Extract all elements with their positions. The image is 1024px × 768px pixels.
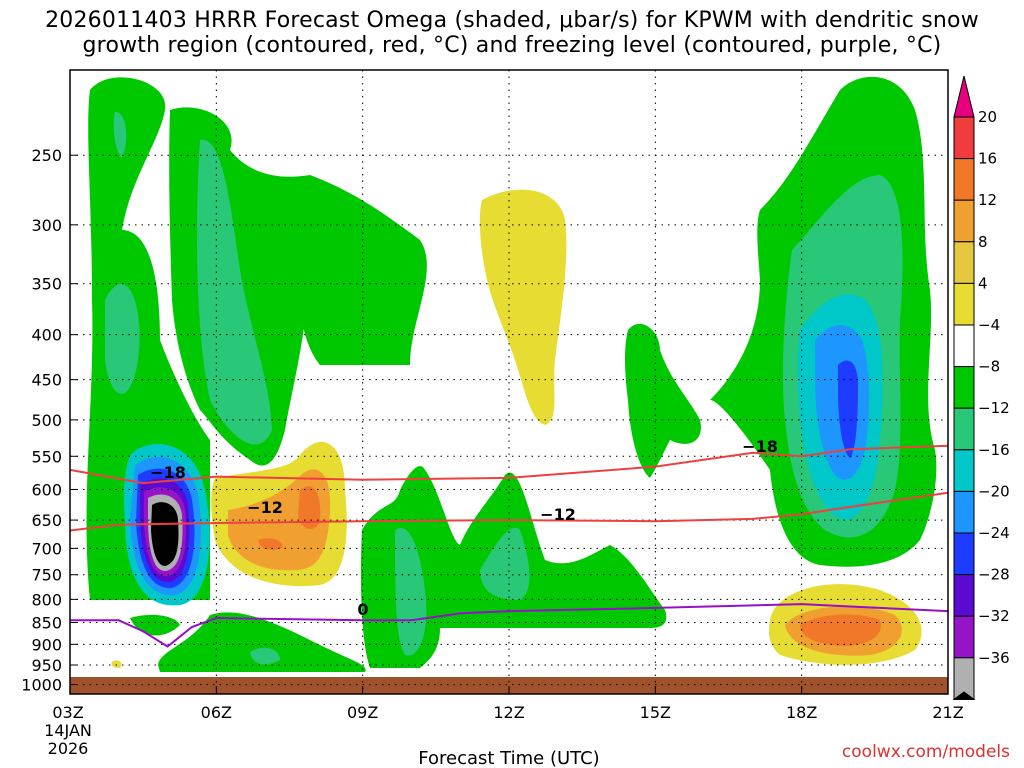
colorbar-segment bbox=[953, 324, 975, 368]
colorbar-bottom-arrow bbox=[952, 691, 976, 700]
y-tick-label: 500 bbox=[31, 411, 62, 430]
colorbar-label: 8 bbox=[978, 233, 988, 251]
omega-blob-green-lower bbox=[158, 612, 366, 672]
colorbar-segment bbox=[953, 449, 975, 492]
omega-blob-cyan-north bbox=[197, 139, 272, 445]
y-tick-label: 700 bbox=[31, 539, 62, 558]
colorbar-segment bbox=[953, 241, 975, 284]
y-tick-label: 250 bbox=[31, 146, 62, 165]
colorbar-segment bbox=[953, 574, 975, 617]
colorbar-segment bbox=[953, 158, 975, 201]
colorbar-segment bbox=[953, 199, 975, 243]
colorbar-label: 12 bbox=[978, 191, 997, 209]
freezing-level-label: 0 bbox=[357, 600, 368, 619]
colorbar-label: −20 bbox=[978, 482, 1010, 500]
chart-title-line-1: 2026011403 HRRR Forecast Omega (shaded, … bbox=[45, 8, 979, 33]
freezing-level-contour bbox=[70, 603, 949, 648]
colorbar-segment bbox=[953, 366, 975, 409]
y-tick-label: 900 bbox=[31, 635, 62, 654]
watermark: coolwx.com/models bbox=[841, 742, 1010, 762]
colorbar-label: 4 bbox=[978, 274, 988, 292]
colorbar-label: 20 bbox=[978, 108, 997, 126]
x-date-day: 14JAN bbox=[44, 721, 92, 740]
colorbar-label: −28 bbox=[978, 566, 1010, 584]
contours: −18 −18 −12 −12 0 bbox=[69, 437, 949, 648]
colorbar-segment bbox=[953, 532, 975, 576]
y-tick-label: 450 bbox=[31, 371, 62, 390]
dgz-minus18-label: −18 bbox=[742, 437, 778, 456]
dgz-minus18-label: −18 bbox=[150, 463, 186, 482]
colorbar-label: −12 bbox=[978, 399, 1010, 417]
colorbar-label: −24 bbox=[978, 524, 1010, 542]
omega-blob-cyan-top bbox=[113, 111, 127, 158]
omega-blob-cyan-west bbox=[105, 283, 140, 394]
x-axis-label: Forecast Time (UTC) bbox=[418, 748, 599, 768]
colorbar: 20 16 12 8 4 −4 −8 −12 −16 −20 −24 −28 −32 −36 bbox=[952, 75, 1010, 700]
y-tick-label: 400 bbox=[31, 326, 62, 345]
dgz-minus12-label: −12 bbox=[540, 505, 576, 524]
y-tick-label: 650 bbox=[31, 511, 62, 530]
colorbar-top-arrow bbox=[953, 75, 975, 118]
x-tick-label: 12Z bbox=[493, 703, 524, 722]
colorbar-segment bbox=[953, 116, 975, 160]
x-tick-label: 15Z bbox=[640, 703, 671, 722]
omega-blob-green-15z bbox=[625, 323, 701, 478]
x-axis: 03Z 06Z 09Z 12Z 15Z 18Z 21Z bbox=[52, 686, 964, 722]
ground-fill bbox=[70, 677, 948, 694]
colorbar-label: −8 bbox=[978, 358, 1000, 376]
colorbar-segment bbox=[953, 615, 975, 659]
x-tick-label: 21Z bbox=[932, 703, 963, 722]
x-tick-label: 03Z bbox=[52, 703, 83, 722]
y-tick-label: 1000 bbox=[21, 676, 62, 695]
colorbar-segment bbox=[953, 407, 975, 451]
colorbar-label: −16 bbox=[978, 441, 1010, 459]
dgz-minus12-contour bbox=[69, 491, 949, 532]
colorbar-segment bbox=[953, 282, 975, 326]
dgz-minus18-contour bbox=[69, 444, 949, 485]
x-date-year: 2026 bbox=[48, 739, 89, 758]
y-tick-label: 850 bbox=[31, 614, 62, 633]
x-tick-label: 06Z bbox=[201, 703, 232, 722]
y-tick-label: 550 bbox=[31, 447, 62, 466]
y-tick-label: 350 bbox=[31, 275, 62, 294]
y-axis: 250 300 350 400 450 500 550 600 650 700 750 800 850 9… bbox=[21, 146, 78, 695]
omega-shading bbox=[86, 76, 937, 672]
omega-blob-yellow-12z bbox=[479, 189, 567, 425]
y-tick-label: 800 bbox=[31, 590, 62, 609]
colorbar-label: −32 bbox=[978, 607, 1010, 625]
y-tick-label: 950 bbox=[31, 656, 62, 675]
x-tick-label: 18Z bbox=[786, 703, 817, 722]
colorbar-label: −36 bbox=[978, 649, 1010, 667]
chart-title-line-2: growth region (contoured, red, °C) and f… bbox=[82, 33, 942, 58]
colorbar-label: 16 bbox=[978, 150, 997, 168]
dgz-minus12-label: −12 bbox=[247, 498, 283, 517]
y-tick-label: 750 bbox=[31, 566, 62, 585]
y-tick-label: 600 bbox=[31, 481, 62, 500]
x-tick-label: 09Z bbox=[347, 703, 378, 722]
y-tick-label: 300 bbox=[31, 216, 62, 235]
colorbar-segment bbox=[953, 490, 975, 534]
colorbar-label: −4 bbox=[978, 316, 1000, 334]
grid bbox=[69, 70, 949, 694]
